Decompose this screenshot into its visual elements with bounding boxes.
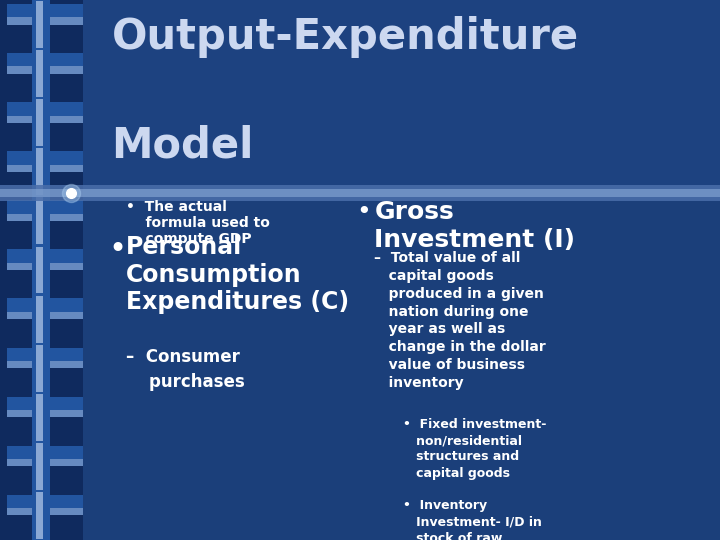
FancyBboxPatch shape (32, 246, 50, 294)
FancyBboxPatch shape (36, 345, 43, 391)
FancyBboxPatch shape (36, 50, 43, 97)
FancyBboxPatch shape (83, 201, 720, 540)
FancyBboxPatch shape (0, 98, 83, 147)
FancyBboxPatch shape (0, 0, 83, 49)
FancyBboxPatch shape (7, 214, 83, 221)
FancyBboxPatch shape (32, 343, 50, 393)
FancyBboxPatch shape (0, 190, 720, 197)
FancyBboxPatch shape (36, 247, 43, 293)
Text: Model: Model (112, 124, 254, 166)
FancyBboxPatch shape (32, 49, 50, 98)
FancyBboxPatch shape (32, 294, 50, 343)
FancyBboxPatch shape (36, 394, 43, 441)
FancyBboxPatch shape (7, 200, 83, 221)
FancyBboxPatch shape (32, 491, 50, 540)
FancyBboxPatch shape (36, 99, 43, 146)
FancyBboxPatch shape (32, 393, 50, 442)
FancyBboxPatch shape (32, 147, 50, 197)
Text: –  Total value of all
   capital goods
   produced in a given
   nation during o: – Total value of all capital goods produ… (374, 251, 546, 390)
FancyBboxPatch shape (7, 66, 83, 73)
FancyBboxPatch shape (7, 116, 83, 123)
FancyBboxPatch shape (0, 197, 83, 246)
FancyBboxPatch shape (36, 148, 43, 195)
FancyBboxPatch shape (32, 442, 50, 491)
FancyBboxPatch shape (36, 492, 43, 539)
FancyBboxPatch shape (7, 17, 83, 24)
FancyBboxPatch shape (7, 102, 83, 123)
FancyBboxPatch shape (7, 249, 83, 270)
FancyBboxPatch shape (32, 98, 50, 147)
FancyBboxPatch shape (32, 197, 50, 246)
FancyBboxPatch shape (7, 299, 83, 319)
Text: Output-Expenditure: Output-Expenditure (112, 16, 579, 58)
FancyBboxPatch shape (0, 246, 83, 294)
FancyBboxPatch shape (7, 361, 83, 368)
Text: •: • (356, 200, 371, 224)
FancyBboxPatch shape (83, 0, 720, 200)
FancyBboxPatch shape (7, 4, 83, 24)
FancyBboxPatch shape (7, 312, 83, 319)
FancyBboxPatch shape (0, 49, 83, 98)
FancyBboxPatch shape (36, 198, 43, 245)
FancyBboxPatch shape (0, 185, 720, 201)
FancyBboxPatch shape (7, 263, 83, 270)
Text: Personal
Consumption
Expenditures (C): Personal Consumption Expenditures (C) (126, 235, 349, 314)
FancyBboxPatch shape (0, 442, 83, 491)
Text: –  Consumer
    purchases: – Consumer purchases (126, 348, 245, 392)
FancyBboxPatch shape (0, 294, 83, 343)
FancyBboxPatch shape (7, 410, 83, 417)
Text: Gross
Investment (I): Gross Investment (I) (374, 200, 575, 252)
FancyBboxPatch shape (0, 491, 83, 540)
FancyBboxPatch shape (36, 443, 43, 490)
FancyBboxPatch shape (7, 508, 83, 516)
FancyBboxPatch shape (0, 343, 83, 393)
FancyBboxPatch shape (7, 495, 83, 516)
FancyBboxPatch shape (7, 397, 83, 417)
Text: •  Fixed investment-
   non/residential
   structures and
   capital goods: • Fixed investment- non/residential stru… (403, 418, 546, 480)
FancyBboxPatch shape (32, 0, 50, 49)
Text: •  Inventory
   Investment- I/D in
   stock of raw
   material: • Inventory Investment- I/D in stock of … (403, 500, 542, 540)
FancyBboxPatch shape (7, 165, 83, 172)
FancyBboxPatch shape (7, 446, 83, 467)
Text: •  The actual
    formula used to
    compute GDP: • The actual formula used to compute GDP (126, 200, 270, 246)
FancyBboxPatch shape (7, 53, 83, 73)
FancyBboxPatch shape (36, 1, 43, 48)
FancyBboxPatch shape (0, 147, 83, 197)
FancyBboxPatch shape (7, 151, 83, 172)
FancyBboxPatch shape (7, 459, 83, 467)
FancyBboxPatch shape (36, 295, 43, 342)
FancyBboxPatch shape (7, 348, 83, 368)
Text: •: • (108, 235, 126, 264)
FancyBboxPatch shape (0, 393, 83, 442)
